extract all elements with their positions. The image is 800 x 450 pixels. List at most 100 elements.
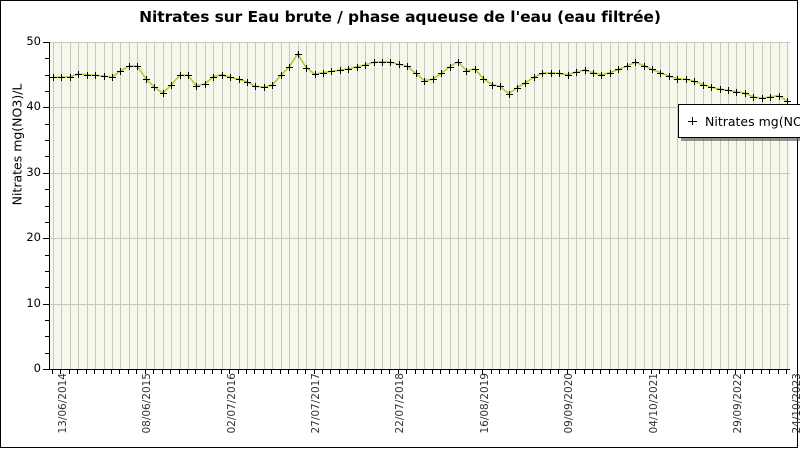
gridline-vertical: [416, 42, 417, 369]
data-point-marker: [50, 74, 57, 82]
y-axis-tick-minor: [45, 352, 49, 354]
x-axis-tick: [668, 369, 669, 374]
x-axis-tick: [229, 369, 230, 374]
x-axis-tick: [280, 369, 281, 374]
data-point-marker: [724, 87, 732, 95]
x-axis-tick: [398, 369, 399, 374]
gridline-vertical: [222, 42, 223, 369]
data-point-marker: [691, 78, 699, 86]
data-point-marker: [412, 70, 420, 78]
y-axis-tick-minor: [45, 74, 49, 76]
x-axis-tick: [330, 369, 331, 374]
x-axis-tick: [263, 369, 264, 374]
data-point-marker: [665, 73, 673, 80]
gridline-vertical: [694, 42, 695, 369]
gridline-vertical: [433, 42, 434, 369]
gridline-vertical: [517, 42, 518, 369]
x-axis-tick: [221, 369, 222, 374]
y-axis-tick-major: [43, 303, 49, 305]
x-axis-tick: [86, 369, 87, 374]
data-point-marker: [117, 67, 125, 75]
gridline-vertical: [652, 42, 653, 369]
x-axis-tick: [584, 369, 585, 374]
x-axis-tick: [111, 369, 112, 374]
data-point-marker: [269, 82, 277, 90]
data-point-marker: [379, 58, 387, 66]
gridline-vertical: [298, 42, 299, 369]
x-axis-tick: [634, 369, 635, 374]
gridline-vertical: [281, 42, 282, 369]
data-point-marker: [598, 71, 606, 79]
data-point-marker: [66, 73, 74, 81]
data-point-marker: [260, 84, 268, 92]
gridline-vertical: [255, 42, 256, 369]
gridline-vertical: [500, 42, 501, 369]
x-axis-tick: [432, 369, 433, 374]
data-point-marker: [345, 65, 353, 73]
data-point-marker: [387, 59, 395, 67]
gridline-vertical: [525, 42, 526, 369]
gridline-vertical: [112, 42, 113, 369]
gridline-vertical: [660, 42, 661, 369]
data-point-marker: [142, 75, 150, 83]
gridline-vertical: [736, 42, 737, 369]
y-axis-tick-minor: [45, 140, 49, 142]
data-point-marker: [708, 84, 716, 92]
gridline-vertical: [720, 42, 721, 369]
plot-area: Nitrates mg(NO3)/L: [49, 42, 800, 370]
gridline-vertical: [627, 42, 628, 369]
y-axis-tick-minor: [45, 205, 49, 207]
gridline-vertical: [686, 42, 687, 369]
data-point-marker: [311, 71, 319, 79]
data-point-marker: [767, 93, 775, 101]
gridline-vertical: [787, 42, 788, 369]
data-point-marker: [286, 63, 294, 71]
data-point-marker: [784, 97, 791, 105]
data-point-marker: [758, 95, 766, 103]
data-point-marker: [201, 80, 209, 88]
x-axis-tick: [516, 369, 517, 374]
gridline-vertical: [568, 42, 569, 369]
data-point-marker: [514, 84, 522, 92]
x-axis-tick: [69, 369, 70, 374]
data-point-marker: [699, 81, 707, 89]
data-point-marker: [750, 93, 758, 101]
x-axis-tick: [786, 369, 787, 374]
data-point-marker: [83, 71, 91, 79]
gridline-vertical: [390, 42, 391, 369]
data-point-marker: [294, 50, 302, 58]
x-axis-tick: [651, 369, 652, 374]
x-axis-tick: [693, 369, 694, 374]
y-axis-tick-major: [43, 238, 49, 240]
gridline-vertical: [762, 42, 763, 369]
x-axis-tick: [305, 369, 306, 374]
x-axis-tick: [702, 369, 703, 374]
gridline-vertical: [146, 42, 147, 369]
gridline-vertical: [610, 42, 611, 369]
x-axis-tick: [761, 369, 762, 374]
gridline-vertical: [450, 42, 451, 369]
data-point-marker: [522, 79, 530, 87]
data-line-series: [50, 42, 790, 369]
gridline-vertical: [669, 42, 670, 369]
gridline-vertical: [374, 42, 375, 369]
data-point-marker: [125, 63, 133, 71]
gridline-vertical: [61, 42, 62, 369]
data-point-marker: [556, 70, 564, 78]
x-axis-tick: [119, 369, 120, 374]
data-point-marker: [632, 59, 640, 67]
gridline-horizontal: [50, 107, 790, 108]
data-point-marker: [606, 69, 614, 77]
gridline-vertical: [180, 42, 181, 369]
legend-label: Nitrates mg(NO3)/L: [705, 113, 800, 129]
gridline-vertical: [129, 42, 130, 369]
chart-legend[interactable]: Nitrates mg(NO3)/L: [678, 104, 800, 138]
gridline-vertical: [365, 42, 366, 369]
x-axis-tick-label: 27/07/2017: [310, 373, 323, 434]
y-axis-tick-minor: [45, 270, 49, 272]
gridline-horizontal: [50, 304, 790, 305]
gridline-vertical: [87, 42, 88, 369]
gridline-vertical: [635, 42, 636, 369]
x-axis-tick: [246, 369, 247, 374]
